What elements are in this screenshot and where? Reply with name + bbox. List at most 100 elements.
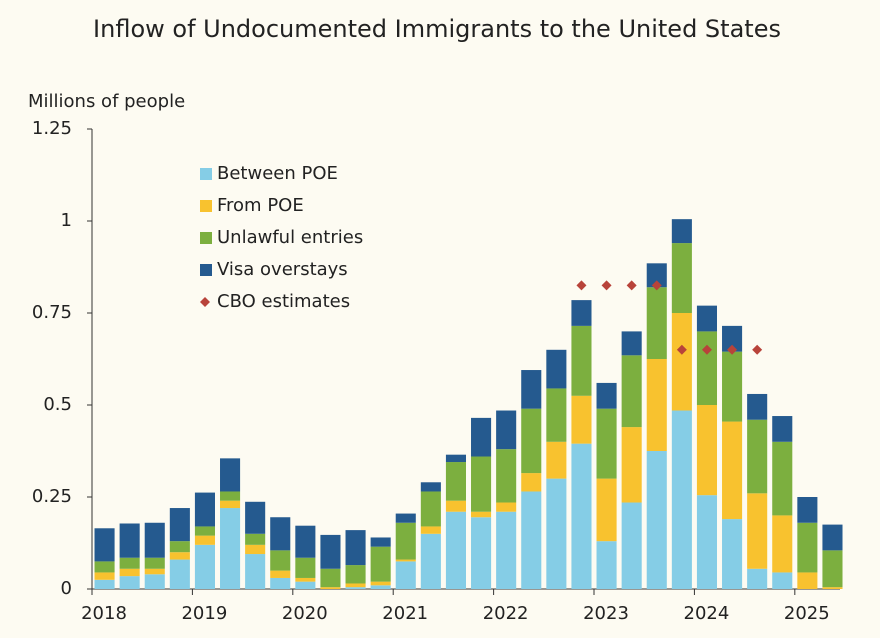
bar-segment xyxy=(420,533,441,589)
cbo-marker xyxy=(752,344,763,355)
bar-segment xyxy=(94,579,115,589)
bar-segment xyxy=(445,511,466,589)
cbo-marker xyxy=(727,344,738,355)
bar-segment xyxy=(220,458,241,492)
bar-segment xyxy=(797,497,818,523)
bar-segment xyxy=(420,482,441,492)
bar-segment xyxy=(420,491,441,527)
bar-segment xyxy=(747,493,768,569)
y-tick-label: 0.25 xyxy=(32,486,72,507)
bar-segment xyxy=(220,508,241,589)
bar-segment xyxy=(395,559,416,562)
bar-segment xyxy=(395,513,416,523)
chart-title: Inflow of Undocumented Immigrants to the… xyxy=(93,15,781,43)
bar-segment xyxy=(621,331,642,356)
bar-segment xyxy=(295,581,316,589)
bar-segment xyxy=(646,287,667,359)
bar-segment xyxy=(94,572,115,580)
legend-swatch xyxy=(200,232,212,244)
bar-segment xyxy=(772,441,793,516)
bar-segment xyxy=(144,522,165,558)
legend-label: CBO estimates xyxy=(217,291,350,312)
bar-segment xyxy=(696,495,718,589)
bar-segment xyxy=(722,421,743,520)
bar-segment xyxy=(471,417,492,457)
bar-segment xyxy=(747,568,768,589)
bar-segment xyxy=(621,502,642,589)
bar-segment xyxy=(496,502,517,512)
legend-swatch xyxy=(200,200,212,212)
y-tick-label: 1.25 xyxy=(32,118,72,139)
bar-segment xyxy=(646,263,667,288)
bar-segment xyxy=(696,405,718,496)
bar-segment xyxy=(245,544,266,555)
bar-segment xyxy=(169,541,190,553)
bar-segment xyxy=(747,419,768,494)
bar-segment xyxy=(671,243,692,313)
bar-segment xyxy=(370,581,391,586)
bar-segment xyxy=(345,530,366,566)
bar-segment xyxy=(571,325,592,396)
legend-label: Visa overstays xyxy=(217,259,348,280)
bar-segment xyxy=(119,568,140,577)
bar-segment xyxy=(144,574,165,589)
bar-segment xyxy=(295,577,316,582)
bar-segment xyxy=(797,572,818,589)
x-tick-label: 2025 xyxy=(784,603,830,624)
bar-segment xyxy=(596,478,617,542)
bar-segment xyxy=(245,554,266,589)
y-tick-label: 0 xyxy=(61,578,72,599)
bar-segment xyxy=(220,500,241,509)
bar-segment xyxy=(772,572,793,589)
bar-segment xyxy=(395,522,416,560)
bar-segment xyxy=(621,427,642,503)
bar-segment xyxy=(496,410,517,450)
bar-segment xyxy=(772,416,793,442)
bar-segment xyxy=(144,557,165,569)
bar-segment xyxy=(194,526,215,536)
bar-segment xyxy=(345,583,366,588)
x-tick-label: 2018 xyxy=(81,603,127,624)
bar-segment xyxy=(596,382,617,409)
bar-segment xyxy=(445,462,466,501)
bar-segment xyxy=(546,349,567,389)
legend-swatch xyxy=(200,264,212,276)
bar-segment xyxy=(546,441,567,479)
bar-segment xyxy=(747,393,768,420)
bar-segment xyxy=(797,522,818,573)
bar-segment xyxy=(671,219,692,244)
bar-segment xyxy=(220,491,241,501)
bar-segment xyxy=(621,355,642,428)
cbo-marker xyxy=(626,280,637,291)
bar-segment xyxy=(772,515,793,573)
bar-segment xyxy=(722,519,743,589)
bar-segment xyxy=(194,544,215,589)
x-tick-label: 2024 xyxy=(684,603,730,624)
bar-segment xyxy=(496,449,517,503)
bar-segment xyxy=(596,541,617,589)
bar-segment xyxy=(370,546,391,582)
bar-segment xyxy=(722,325,743,352)
bar-segment xyxy=(471,456,492,512)
bar-segment xyxy=(546,388,567,442)
bar-segment xyxy=(270,550,291,571)
y-tick-label: 1 xyxy=(61,210,72,231)
bar-segment xyxy=(119,576,140,589)
bar-segment xyxy=(345,565,366,584)
x-tick-label: 2020 xyxy=(282,603,328,624)
bar-segment xyxy=(696,331,718,405)
bar-segment xyxy=(521,370,542,409)
bar-segment xyxy=(445,454,466,463)
bar-segment xyxy=(646,451,667,589)
bar-segment xyxy=(320,568,341,588)
bar-segment xyxy=(696,305,718,332)
bar-segment xyxy=(320,534,341,569)
bar-segment xyxy=(596,408,617,479)
bar-segment xyxy=(496,511,517,589)
bar-segment xyxy=(194,492,215,527)
bar-segment xyxy=(445,500,466,512)
x-tick-label: 2023 xyxy=(583,603,629,624)
bar-segment xyxy=(420,526,441,534)
bar-segment xyxy=(471,511,492,518)
x-tick-label: 2021 xyxy=(382,603,428,624)
